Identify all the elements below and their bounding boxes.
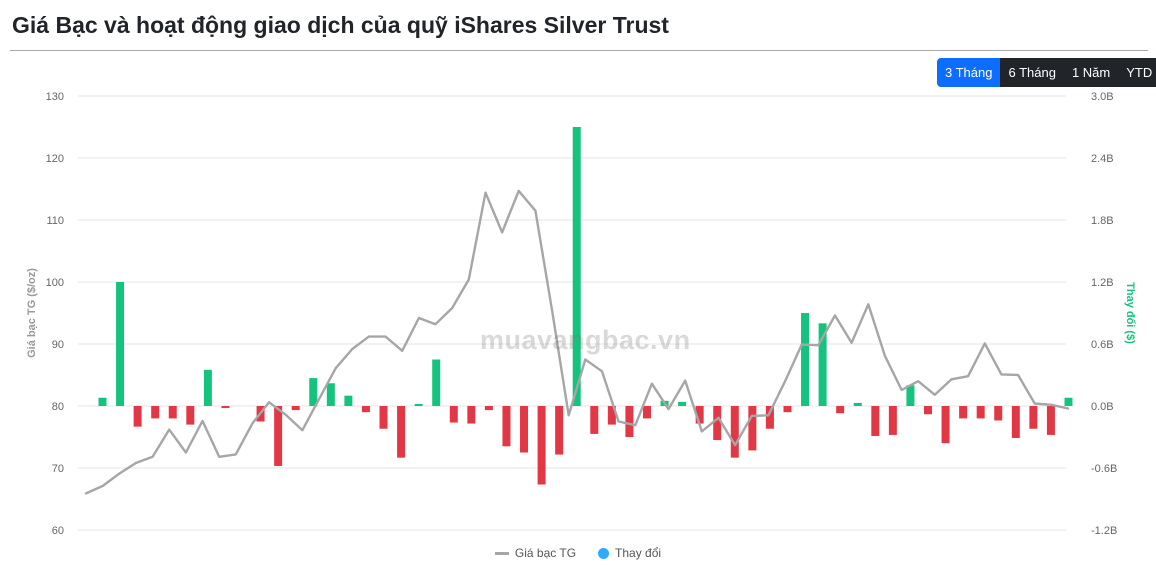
time-range-selector: 3 Tháng 6 Tháng 1 Năm YTD [937,58,1156,87]
bar [1064,397,1073,406]
y-left-tick-label: 70 [52,463,64,475]
bar [1046,406,1055,435]
bar [537,406,546,485]
bar [168,406,177,419]
bar [432,359,441,406]
bar [151,406,160,419]
range-6-months-button[interactable]: 6 Tháng [1000,58,1064,87]
bar [397,406,406,458]
y-right-tick-label: 1.2B [1091,277,1114,289]
bar [467,406,476,424]
watermark: muavangbac.vn [480,325,691,355]
bar [818,323,827,406]
bar [976,406,985,419]
bar [625,406,634,437]
bar [994,406,1003,421]
title-divider [10,50,1148,51]
bar [186,406,195,425]
y-right-axis-title: Thay đổi ($) [1124,282,1136,344]
bar [607,406,616,425]
bar [344,395,353,406]
range-ytd-button[interactable]: YTD [1118,58,1156,87]
bar [379,406,388,429]
y-left-tick-label: 120 [46,153,64,165]
chart-legend: Giá bạc TG Thay đổi [0,546,1156,560]
y-left-tick-label: 100 [46,277,64,289]
bar [309,378,318,406]
legend-item-price[interactable]: Giá bạc TG [494,546,577,560]
bar [730,406,739,458]
bar [642,406,651,419]
bar [133,406,142,427]
y-right-tick-label: 1.8B [1091,215,1114,227]
bar [291,406,300,411]
y-left-tick-label: 80 [52,401,64,413]
range-3-months-button[interactable]: 3 Tháng [937,58,1001,87]
bar [520,406,529,453]
bar [1011,406,1020,439]
bar [116,282,125,406]
bar [572,127,581,406]
bar [203,369,212,406]
y-left-tick-label: 130 [46,91,64,103]
y-left-tick-label: 110 [46,215,64,227]
bar [590,406,599,434]
bar [941,406,950,444]
y-right-tick-label: -1.2B [1091,525,1117,537]
bar [98,397,107,406]
bar [871,406,880,436]
range-1-year-button[interactable]: 1 Năm [1063,58,1119,87]
bar [484,406,493,411]
bar [888,406,897,435]
bar [959,406,968,419]
y-right-tick-label: 2.4B [1091,153,1114,165]
bar [678,401,687,406]
bar [836,406,845,414]
bar [1029,406,1038,429]
bar [853,402,862,406]
legend-item-change[interactable]: Thay đổi [598,546,661,560]
page-title: Giá Bạc và hoạt động giao dịch của quỹ i… [12,12,669,38]
bar [783,406,792,413]
legend-label-price: Giá bạc TG [514,546,577,560]
y-right-tick-label: 3.0B [1091,91,1114,103]
y-left-tick-label: 60 [52,525,64,537]
bar [274,406,283,466]
line-swatch-icon [494,551,509,555]
bar [923,406,932,415]
bar [906,385,915,406]
y-right-tick-label: -0.6B [1091,463,1117,475]
bar [555,406,564,455]
bar [361,406,370,413]
bar [748,406,757,451]
bar [326,383,335,406]
bar [765,406,774,429]
y-left-axis-title: Giá bạc TG ($/oz) [26,268,38,358]
y-left-tick-label: 90 [52,339,64,351]
bar [695,406,704,424]
price-line [84,189,1070,495]
y-right-tick-label: 0.6B [1091,339,1114,351]
legend-label-change: Thay đổi [615,546,662,560]
bar [801,313,810,406]
y-right-tick-label: 0.0B [1091,401,1114,413]
bar [713,406,722,441]
dot-swatch-icon [598,547,610,559]
bar [221,406,230,409]
bar [502,406,511,447]
bar [414,403,423,406]
bar [449,406,458,423]
